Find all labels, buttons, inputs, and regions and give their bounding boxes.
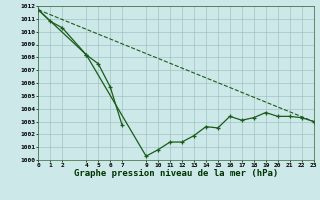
X-axis label: Graphe pression niveau de la mer (hPa): Graphe pression niveau de la mer (hPa) xyxy=(74,169,278,178)
